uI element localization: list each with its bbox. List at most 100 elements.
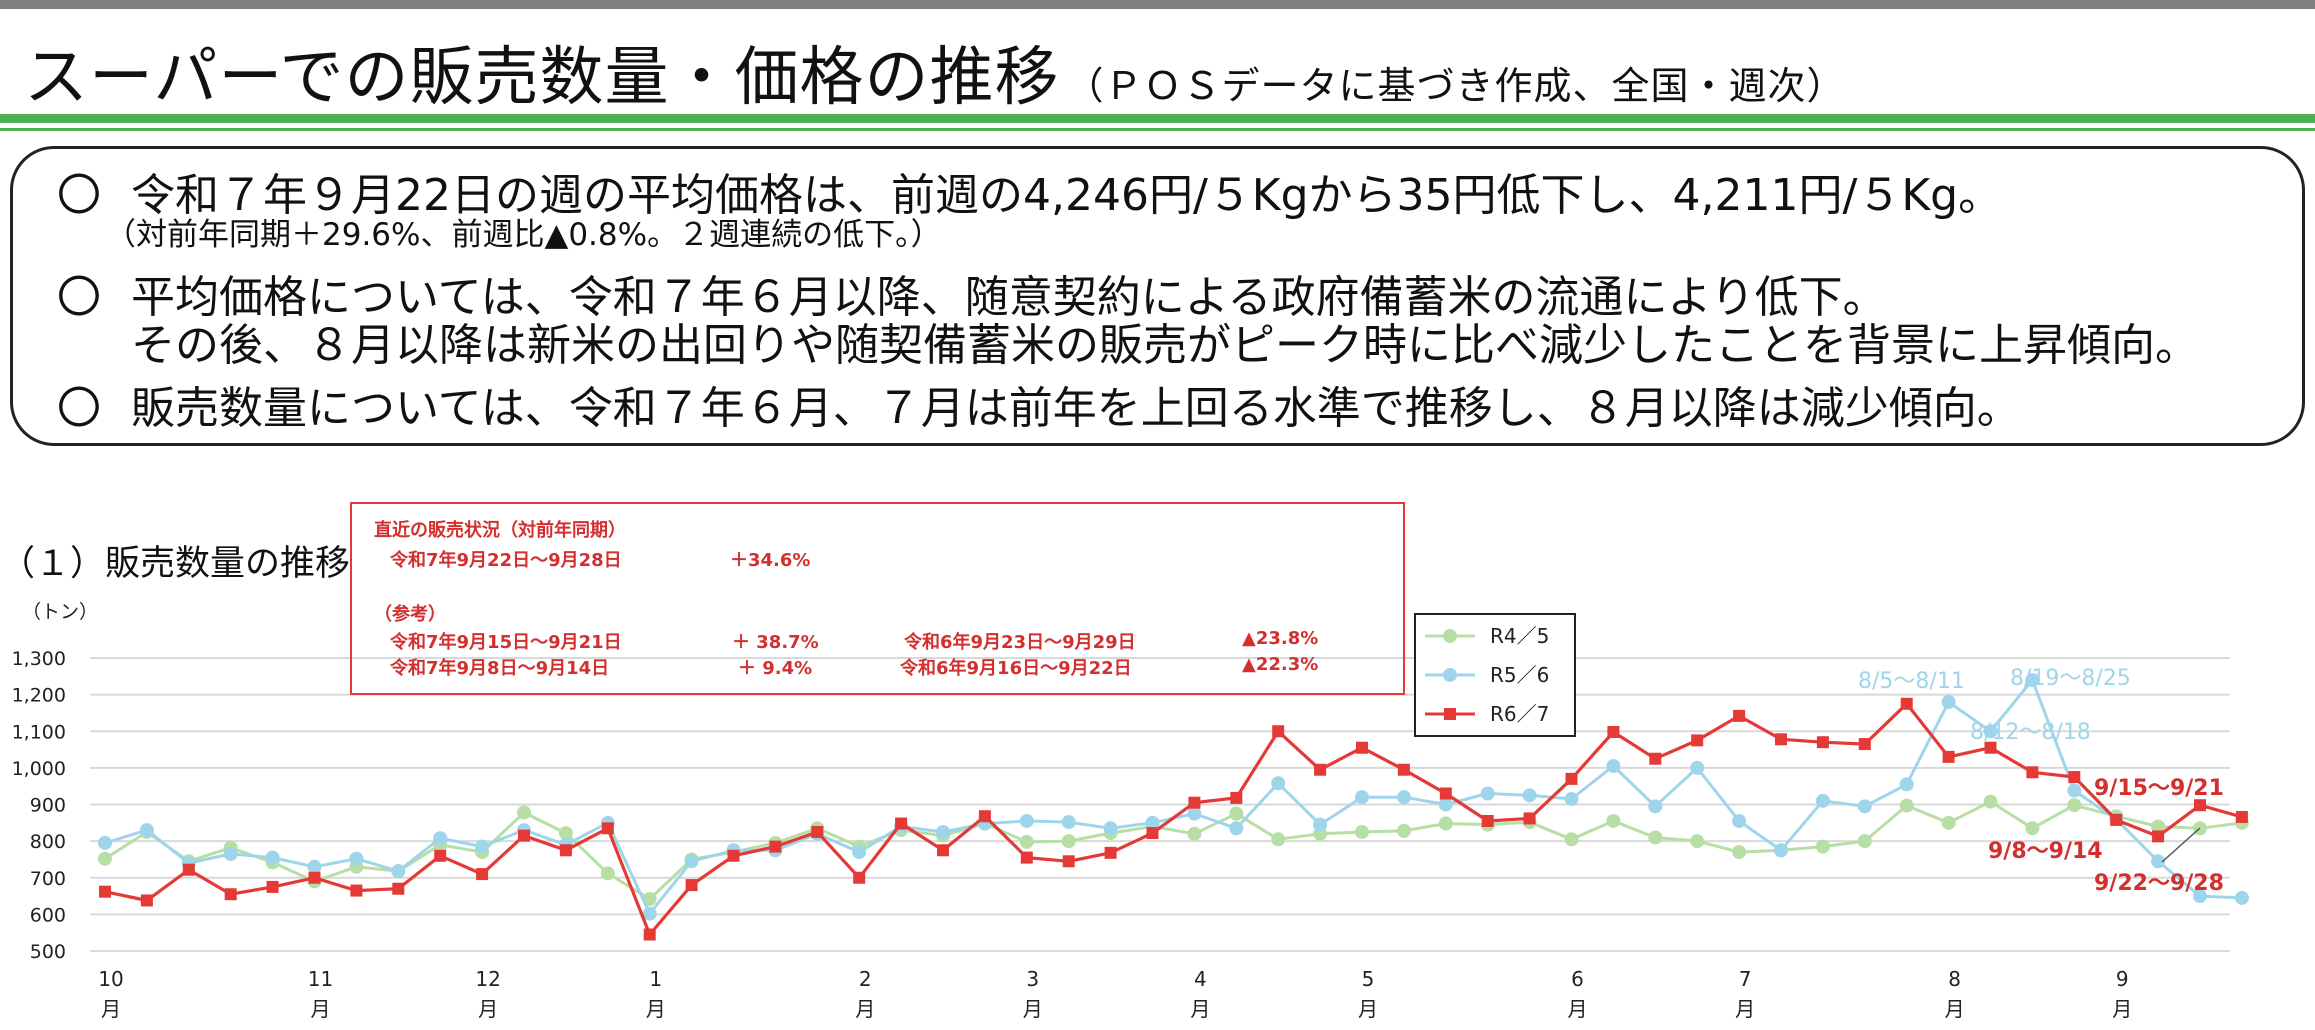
data-point: [1229, 806, 1244, 821]
data-point: [1187, 806, 1202, 821]
data-point: [1314, 763, 1327, 776]
series-R4-5: [98, 794, 2249, 906]
data-point: [895, 817, 908, 830]
data-point: [2235, 810, 2248, 823]
legend-swatch-marker: [1444, 708, 1456, 720]
data-point: [727, 849, 740, 862]
data-point: [1733, 709, 1746, 722]
reference-row3-period: 令和7年9月8日～9月14日: [390, 658, 610, 679]
data-point: [265, 850, 280, 865]
y-tick-label: 900: [30, 795, 66, 817]
data-point: [1857, 834, 1872, 849]
bullet-circle-icon: 〇: [57, 272, 101, 323]
header-divider-thin: [0, 128, 2315, 131]
x-month-unit: 月: [478, 997, 498, 1021]
recent-row1-period: 令和7年9月22日～9月28日: [390, 550, 622, 571]
data-point: [1899, 798, 1914, 813]
legend-label: R5／6: [1490, 663, 1549, 687]
data-point: [1648, 830, 1663, 845]
x-month-unit: 月: [1945, 997, 1965, 1021]
y-tick-label: 700: [30, 868, 66, 890]
data-point: [1229, 821, 1244, 836]
summary-point-1-detail: （対前年同期＋29.6%、前週比▲0.8%。２週連続の低下。）: [105, 217, 942, 253]
data-point: [1396, 823, 1411, 838]
summary-point-3: 〇販売数量については、令和７年６月、７月は前年を上回る水準で推移し、８月以降は減…: [57, 372, 2021, 436]
data-point: [853, 871, 866, 884]
x-month-number: 3: [1026, 967, 1039, 991]
top-gray-bar: [0, 0, 2315, 9]
data-point: [1732, 845, 1747, 860]
data-point: [1857, 799, 1872, 814]
data-point: [140, 894, 153, 907]
chart-annotations: 8/5～8/11 8/19～8/25 8/12～8/18 9/15～9/21 9/8～9…: [1858, 666, 2224, 896]
data-point: [391, 864, 406, 879]
y-tick-label: 600: [30, 904, 66, 926]
data-point: [1649, 752, 1662, 765]
data-point: [2151, 819, 2166, 834]
data-point: [2026, 766, 2039, 779]
data-point: [685, 879, 698, 892]
page-subtitle: （ＰＯＳデータに基づき作成、全国・週次）: [1065, 64, 1846, 108]
legend-label: R4／5: [1490, 624, 1549, 648]
series-lines: [98, 672, 2249, 941]
data-point: [1691, 734, 1704, 747]
data-point: [98, 851, 112, 866]
x-month-unit: 月: [1190, 997, 1210, 1021]
summary-point-3-text: 販売数量については、令和７年６月、７月は前年を上回る水準で推移し、８月以降は減少…: [131, 383, 2021, 434]
x-month-number: 10: [98, 967, 123, 991]
reference-label: （参考）: [374, 604, 446, 625]
data-point: [1019, 834, 1034, 849]
data-point: [1983, 794, 1998, 809]
data-point: [1020, 851, 1033, 864]
data-point: [1775, 733, 1787, 746]
data-point: [1900, 697, 1913, 710]
y-tick-label: 500: [30, 941, 66, 963]
data-point: [978, 810, 991, 823]
y-tick-label: 1,200: [12, 685, 66, 707]
data-point: [1313, 817, 1328, 832]
data-point: [475, 839, 490, 854]
data-point: [1816, 736, 1829, 749]
data-point: [1145, 815, 1160, 830]
chart-annotation: 9/22～9/28: [2094, 871, 2224, 896]
x-month-unit: 月: [1735, 997, 1755, 1021]
data-point: [2234, 890, 2249, 905]
data-point: [98, 835, 112, 850]
summary-point-2: 〇平均価格については、令和７年６月以降、随意契約による政府備蓄米の流通により低下…: [57, 261, 1887, 325]
legend-entry: R5／6: [1425, 663, 1549, 687]
summary-point-2-line-2: その後、８月以降は新米の出回りや随契備蓄米の販売がピーク時に比べ減少したことを背…: [131, 320, 2199, 371]
data-point: [1606, 813, 1621, 828]
chart-annotation: 8/5～8/11: [1858, 669, 1965, 694]
data-point: [2193, 889, 2207, 904]
data-point: [1648, 799, 1663, 814]
legend-swatch-marker: [1443, 629, 1457, 643]
recent-sales-heading: 直近の販売状況（対前年同期）: [374, 520, 626, 541]
x-month-number: 12: [475, 967, 500, 991]
x-month-number: 1: [649, 967, 662, 991]
recent-row1-value: ＋34.6%: [730, 550, 811, 571]
data-point: [266, 880, 279, 893]
annotation-leader-line: [2161, 827, 2201, 863]
data-point: [1522, 788, 1537, 803]
data-point: [1272, 725, 1285, 738]
x-month-unit: 月: [646, 997, 666, 1021]
data-point: [518, 829, 530, 842]
data-point: [1690, 760, 1705, 775]
data-point: [1942, 750, 1955, 763]
data-point: [1565, 772, 1578, 785]
data-point: [937, 844, 949, 857]
data-point: [2110, 813, 2123, 826]
data-point: [1104, 846, 1117, 859]
data-point: [1774, 843, 1788, 858]
chart-annotation: 9/15～9/21: [2094, 776, 2224, 801]
data-point: [1146, 827, 1159, 840]
summary-point-1-text: 令和７年９月22日の週の平均価格は、前週の4,246円/５Kgから35円低下し、…: [131, 170, 2003, 221]
data-point: [349, 851, 364, 866]
data-point: [1061, 834, 1076, 849]
x-month-number: 6: [1571, 967, 1584, 991]
y-tick-label: 800: [30, 831, 66, 853]
data-point: [643, 928, 656, 941]
data-point: [1438, 816, 1453, 831]
series-line: [104, 702, 2243, 937]
page-title: スーパーでの販売数量・価格の推移: [24, 41, 1060, 115]
